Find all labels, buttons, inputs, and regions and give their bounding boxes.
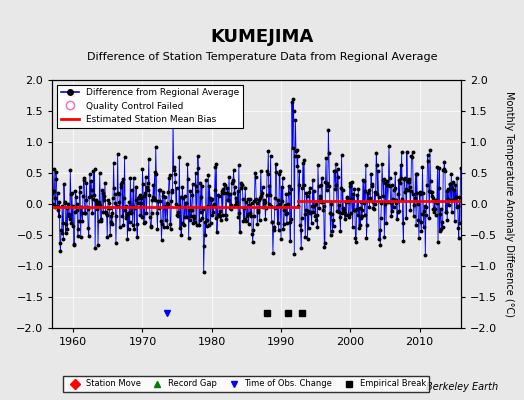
- Y-axis label: Monthly Temperature Anomaly Difference (°C): Monthly Temperature Anomaly Difference (…: [504, 91, 514, 317]
- Text: KUMEJIMA: KUMEJIMA: [210, 28, 314, 46]
- Text: Difference of Station Temperature Data from Regional Average: Difference of Station Temperature Data f…: [87, 52, 437, 62]
- Legend: Station Move, Record Gap, Time of Obs. Change, Empirical Break: Station Move, Record Gap, Time of Obs. C…: [63, 376, 430, 392]
- Legend: Difference from Regional Average, Quality Control Failed, Estimated Station Mean: Difference from Regional Average, Qualit…: [57, 84, 243, 128]
- Text: Berkeley Earth: Berkeley Earth: [425, 382, 498, 392]
